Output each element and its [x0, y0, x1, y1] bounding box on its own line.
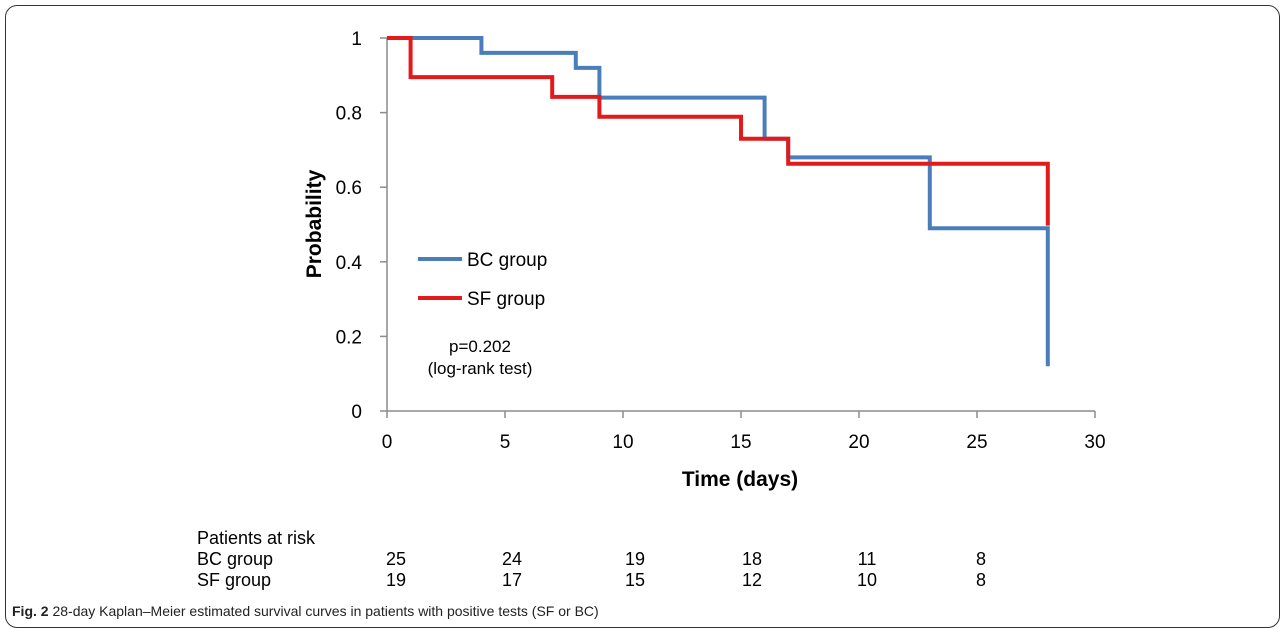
series-line-bc-group	[387, 36, 1050, 367]
y-tick-label-2: 0.4	[336, 253, 363, 274]
p-value-annotation: p=0.202	[449, 337, 511, 356]
x-tick-label-4: 20	[848, 432, 869, 453]
risk-cell: 11	[857, 549, 877, 569]
y-tick-label-4: 0.8	[336, 104, 362, 125]
risk-cell: 24	[501, 549, 523, 569]
legend: BC group SF group	[418, 250, 547, 310]
risk-cell: 10	[856, 570, 878, 590]
figure-frame	[5, 5, 1280, 628]
risk-cell: 17	[501, 570, 523, 590]
x-tick-label-5: 25	[966, 432, 987, 453]
x-tick-label-6: 30	[1084, 432, 1105, 453]
series-layer	[387, 36, 1050, 367]
risk-cell: 18	[741, 549, 763, 569]
caption-text: 28-day Kaplan–Meier estimated survival c…	[52, 603, 599, 619]
x-tick-label-1: 5	[500, 432, 511, 453]
y-tick-label-3: 0.6	[336, 178, 362, 199]
series-line-sf-group	[387, 36, 1050, 226]
y-tick-label-1: 0.2	[336, 327, 362, 348]
chart-axes: 0 5 10 15 20 25 30 0 0.2 0.4 0.6 0.8 1	[336, 29, 1106, 453]
risk-cell: 19	[624, 549, 646, 569]
legend-label-0: BC group	[467, 250, 547, 271]
risk-cell: 19	[385, 570, 407, 590]
risk-cell: 8	[975, 549, 986, 569]
caption-label: Fig. 2	[12, 603, 49, 619]
y-tick-label-5: 1	[351, 29, 362, 50]
x-axis-title: Time (days)	[682, 468, 798, 491]
risk-cell: 12	[741, 570, 763, 590]
risk-row-label: BC group	[197, 549, 274, 569]
x-tick-label-3: 15	[730, 432, 751, 453]
x-tick-label-0: 0	[382, 432, 393, 453]
risk-cell: 25	[385, 549, 407, 569]
figure-caption: Fig. 2 28-day Kaplan–Meier estimated sur…	[12, 603, 599, 619]
risk-table-title: Patients at risk	[197, 528, 316, 548]
x-tick-label-2: 10	[612, 432, 633, 453]
test-name-annotation: (log-rank test)	[428, 359, 533, 378]
y-axis-title: Probability	[303, 169, 326, 278]
risk-cell: 8	[975, 570, 986, 590]
y-tick-label-0: 0	[351, 402, 362, 423]
risk-row-label: SF group	[197, 570, 272, 590]
legend-label-1: SF group	[467, 289, 545, 310]
risk-cell: 15	[624, 570, 646, 590]
